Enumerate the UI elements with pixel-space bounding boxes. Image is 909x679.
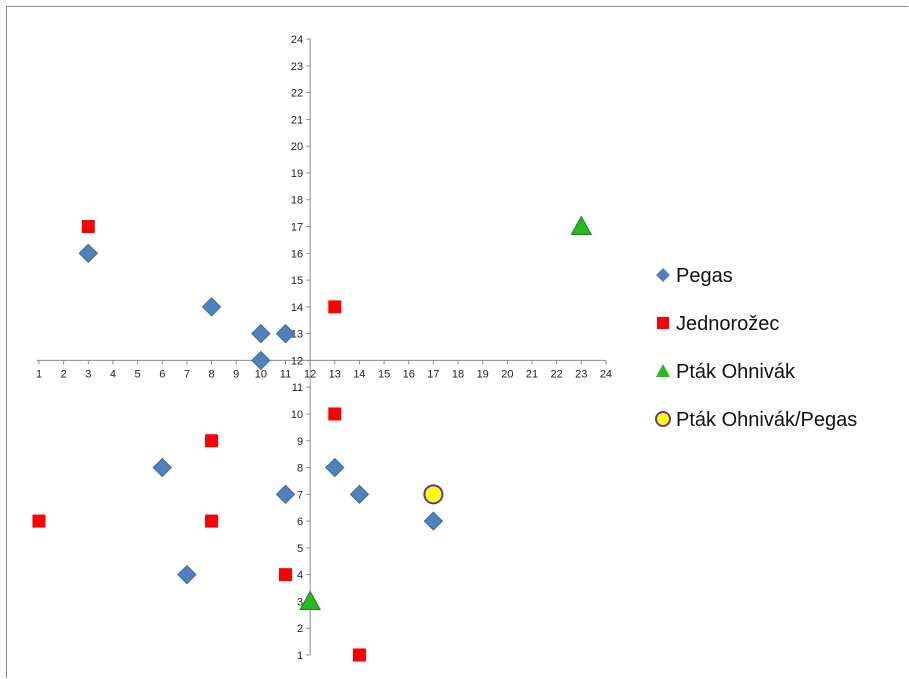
axes: 1 2 3 4 5 6 7 8 9 10 11 12 13 14 15 16 17 18 19 20 21 22 23 241…	[36, 34, 612, 662]
x-tick-label: 4	[110, 368, 116, 380]
legend-label-3: Pták Ohnivák/Pegas	[676, 409, 857, 431]
y-tick-label: 2	[297, 623, 303, 635]
x-tick-label: 21	[526, 368, 538, 380]
y-tick-label: 16	[291, 248, 303, 260]
point-jednorozec	[81, 220, 95, 234]
x-tick-label: 10	[255, 368, 267, 380]
point-jednorozec	[352, 648, 366, 662]
legend-label-2: Pták Ohnivák	[676, 361, 796, 383]
y-tick-label: 3	[297, 596, 303, 608]
y-tick-label: 8	[297, 463, 303, 475]
x-tick-label: 17	[427, 368, 439, 380]
x-tick-label: 23	[575, 368, 587, 380]
x-tick-label: 24	[600, 368, 612, 380]
x-tick-label: 8	[208, 368, 214, 380]
x-tick-label: 20	[501, 368, 513, 380]
y-tick-label: 12	[291, 355, 303, 367]
x-tick-label: 22	[551, 368, 563, 380]
x-tick-label: 1	[36, 368, 42, 380]
x-tick-label: 9	[233, 368, 239, 380]
x-tick-label: 7	[184, 368, 190, 380]
y-tick-label: 17	[291, 222, 303, 234]
point-ptak-ohnivak	[299, 590, 321, 610]
point-jednorozec	[205, 434, 219, 448]
point-pegas	[177, 564, 197, 585]
x-tick-label: 14	[353, 368, 365, 380]
point-pegas	[251, 350, 271, 371]
data-points	[32, 215, 593, 662]
y-tick-label: 20	[291, 141, 303, 153]
point-jednorozec	[328, 300, 342, 314]
chart-frame	[6, 6, 908, 678]
x-tick-label: 13	[329, 368, 341, 380]
y-tick-label: 15	[291, 275, 303, 287]
point-pegas	[275, 484, 296, 505]
point-ptak-ohnivak	[570, 215, 593, 236]
point-ptak-ohnivak-pegas	[423, 484, 444, 505]
x-tick-label: 16	[403, 368, 415, 380]
x-tick-label: 3	[85, 368, 91, 380]
x-tick-label: 11	[280, 368, 291, 380]
legend-marker-0	[656, 268, 670, 282]
point-jednorozec	[32, 514, 46, 528]
legend: Pegas Jednorožec Pták Ohnivák Pták Ohnivák/…	[655, 265, 857, 431]
y-tick-label: 21	[291, 114, 303, 126]
point-jednorozec	[279, 568, 292, 582]
point-jednorozec	[328, 407, 342, 421]
point-pegas	[251, 323, 271, 344]
y-tick-label: 23	[291, 61, 303, 73]
point-pegas	[152, 457, 172, 478]
x-tick-label: 19	[477, 368, 489, 380]
legend-marker-1	[657, 317, 669, 329]
legend-marker-2	[656, 364, 670, 377]
y-tick-label: 11	[292, 382, 303, 394]
y-tick-label: 22	[291, 88, 303, 100]
point-pegas	[325, 457, 345, 478]
y-tick-label: 9	[297, 436, 303, 448]
point-pegas	[423, 511, 444, 531]
x-tick-label: 2	[61, 368, 67, 380]
legend-marker-3	[655, 411, 671, 427]
y-tick-label: 4	[297, 570, 303, 582]
y-tick-label: 7	[297, 489, 303, 501]
y-tick-label: 19	[291, 168, 303, 180]
x-tick-label: 5	[135, 368, 141, 380]
y-tick-label: 14	[291, 302, 303, 314]
legend-label-0: Pegas	[676, 265, 733, 287]
x-tick-label: 12	[304, 368, 316, 380]
y-tick-label: 10	[291, 409, 303, 421]
legend-label-1: Jednorožec	[676, 313, 779, 335]
x-tick-label: 15	[378, 368, 390, 380]
y-tick-label: 18	[291, 195, 303, 207]
point-jednorozec	[205, 514, 219, 528]
y-tick-label: 1	[297, 650, 303, 662]
point-pegas	[78, 243, 99, 264]
y-tick-label: 5	[297, 543, 303, 555]
point-pegas	[275, 323, 296, 344]
y-tick-label: 13	[291, 329, 303, 341]
x-tick-label: 18	[452, 368, 464, 380]
y-tick-label: 6	[297, 516, 303, 528]
point-pegas	[349, 484, 370, 505]
point-pegas	[201, 297, 222, 317]
y-tick-label: 24	[291, 34, 303, 46]
x-tick-label: 6	[159, 368, 165, 380]
